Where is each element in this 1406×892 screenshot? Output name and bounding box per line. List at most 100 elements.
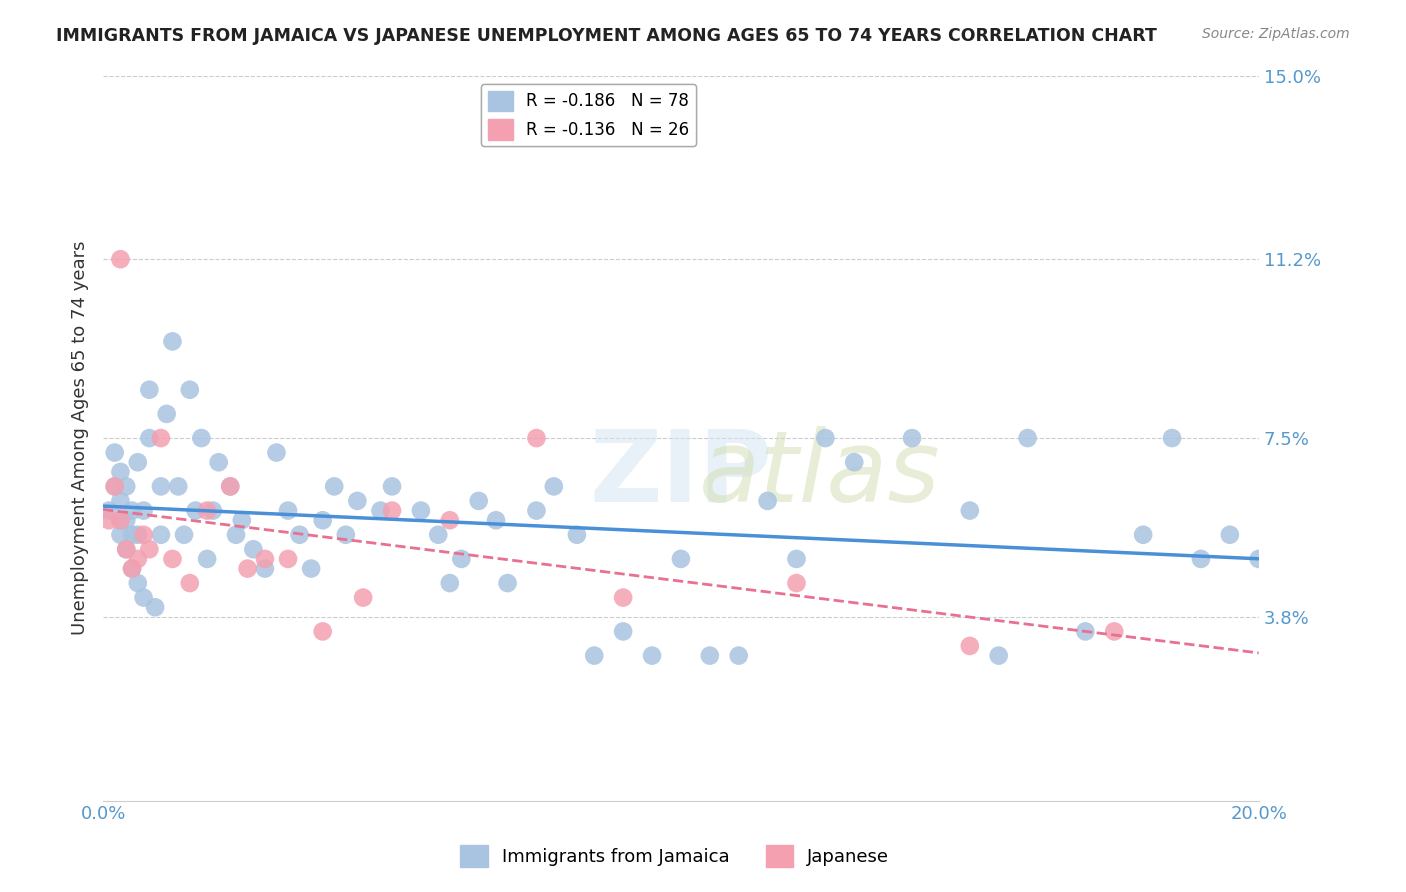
Point (138, 431, 160, 445)
Point (132, 591, 155, 605)
Point (1189, 552, 1212, 566)
Point (104, 445, 127, 459)
Point (115, 479, 138, 493)
Text: Source: ZipAtlas.com: Source: ZipAtlas.com (1202, 27, 1350, 41)
Point (496, 576, 519, 591)
Point (526, 503, 548, 517)
Point (149, 431, 172, 445)
Point (814, 431, 837, 445)
Point (208, 455, 231, 469)
Point (104, 479, 127, 493)
Point (335, 527, 357, 541)
Point (201, 503, 224, 517)
Point (277, 503, 299, 517)
Point (409, 503, 432, 517)
Legend: Immigrants from Jamaica, Japanese: Immigrants from Jamaica, Japanese (453, 838, 897, 874)
Point (127, 552, 149, 566)
Point (526, 431, 548, 445)
Point (97, 513, 120, 527)
Point (288, 527, 311, 541)
Text: IMMIGRANTS FROM JAMAICA VS JAPANESE UNEMPLOYMENT AMONG AGES 65 TO 74 YEARS CORRE: IMMIGRANTS FROM JAMAICA VS JAPANESE UNEM… (56, 27, 1157, 45)
Point (132, 527, 155, 541)
Point (219, 479, 242, 493)
Point (132, 503, 155, 517)
Point (756, 494, 779, 508)
Point (149, 527, 172, 541)
Point (467, 494, 489, 508)
Point (1017, 431, 1039, 445)
Point (173, 527, 195, 541)
Point (785, 552, 807, 566)
Point (370, 503, 392, 517)
Legend: R = -0.186   N = 78, R = -0.136   N = 26: R = -0.186 N = 78, R = -0.136 N = 26 (481, 84, 696, 146)
Point (1132, 527, 1154, 541)
Point (959, 639, 981, 653)
Point (219, 479, 242, 493)
Point (277, 552, 299, 566)
Point (785, 576, 807, 591)
Point (987, 648, 1010, 663)
Point (312, 513, 335, 527)
Point (381, 503, 404, 517)
Point (612, 591, 634, 605)
Point (583, 648, 606, 663)
Point (179, 383, 201, 397)
Point (167, 479, 190, 493)
Point (115, 542, 138, 557)
Point (312, 624, 335, 639)
Point (1074, 624, 1097, 639)
Point (127, 527, 149, 541)
Point (450, 552, 472, 566)
Point (242, 542, 264, 557)
Text: atlas: atlas (699, 425, 941, 523)
Point (565, 527, 588, 541)
Point (236, 561, 259, 575)
Point (427, 527, 450, 541)
Point (669, 552, 692, 566)
Point (110, 494, 132, 508)
Point (612, 624, 634, 639)
Point (121, 527, 143, 541)
Point (1219, 527, 1241, 541)
Point (138, 542, 160, 557)
Point (190, 431, 212, 445)
Point (162, 334, 184, 349)
Point (699, 648, 721, 663)
Point (143, 600, 166, 615)
Point (381, 479, 404, 493)
Point (110, 513, 132, 527)
Point (323, 479, 346, 493)
Point (225, 527, 247, 541)
Point (104, 479, 127, 493)
Point (97, 503, 120, 517)
Point (179, 576, 201, 591)
Point (346, 494, 368, 508)
Point (121, 561, 143, 575)
Point (266, 445, 288, 459)
Point (138, 383, 160, 397)
Point (352, 591, 374, 605)
Point (901, 431, 924, 445)
Point (231, 513, 253, 527)
Y-axis label: Unemployment Among Ages 65 to 74 years: Unemployment Among Ages 65 to 74 years (72, 241, 89, 635)
Point (115, 513, 138, 527)
Point (121, 561, 143, 575)
Point (121, 503, 143, 517)
Point (485, 513, 508, 527)
Point (959, 503, 981, 517)
Point (439, 576, 461, 591)
Point (149, 479, 172, 493)
Point (543, 479, 565, 493)
Point (641, 648, 664, 663)
Point (195, 552, 218, 566)
Point (115, 542, 138, 557)
Point (1104, 624, 1126, 639)
Point (110, 252, 132, 267)
Point (156, 407, 179, 421)
Point (110, 513, 132, 527)
Point (253, 552, 276, 566)
Point (184, 503, 207, 517)
Point (127, 455, 149, 469)
Point (110, 527, 132, 541)
Point (110, 465, 132, 479)
